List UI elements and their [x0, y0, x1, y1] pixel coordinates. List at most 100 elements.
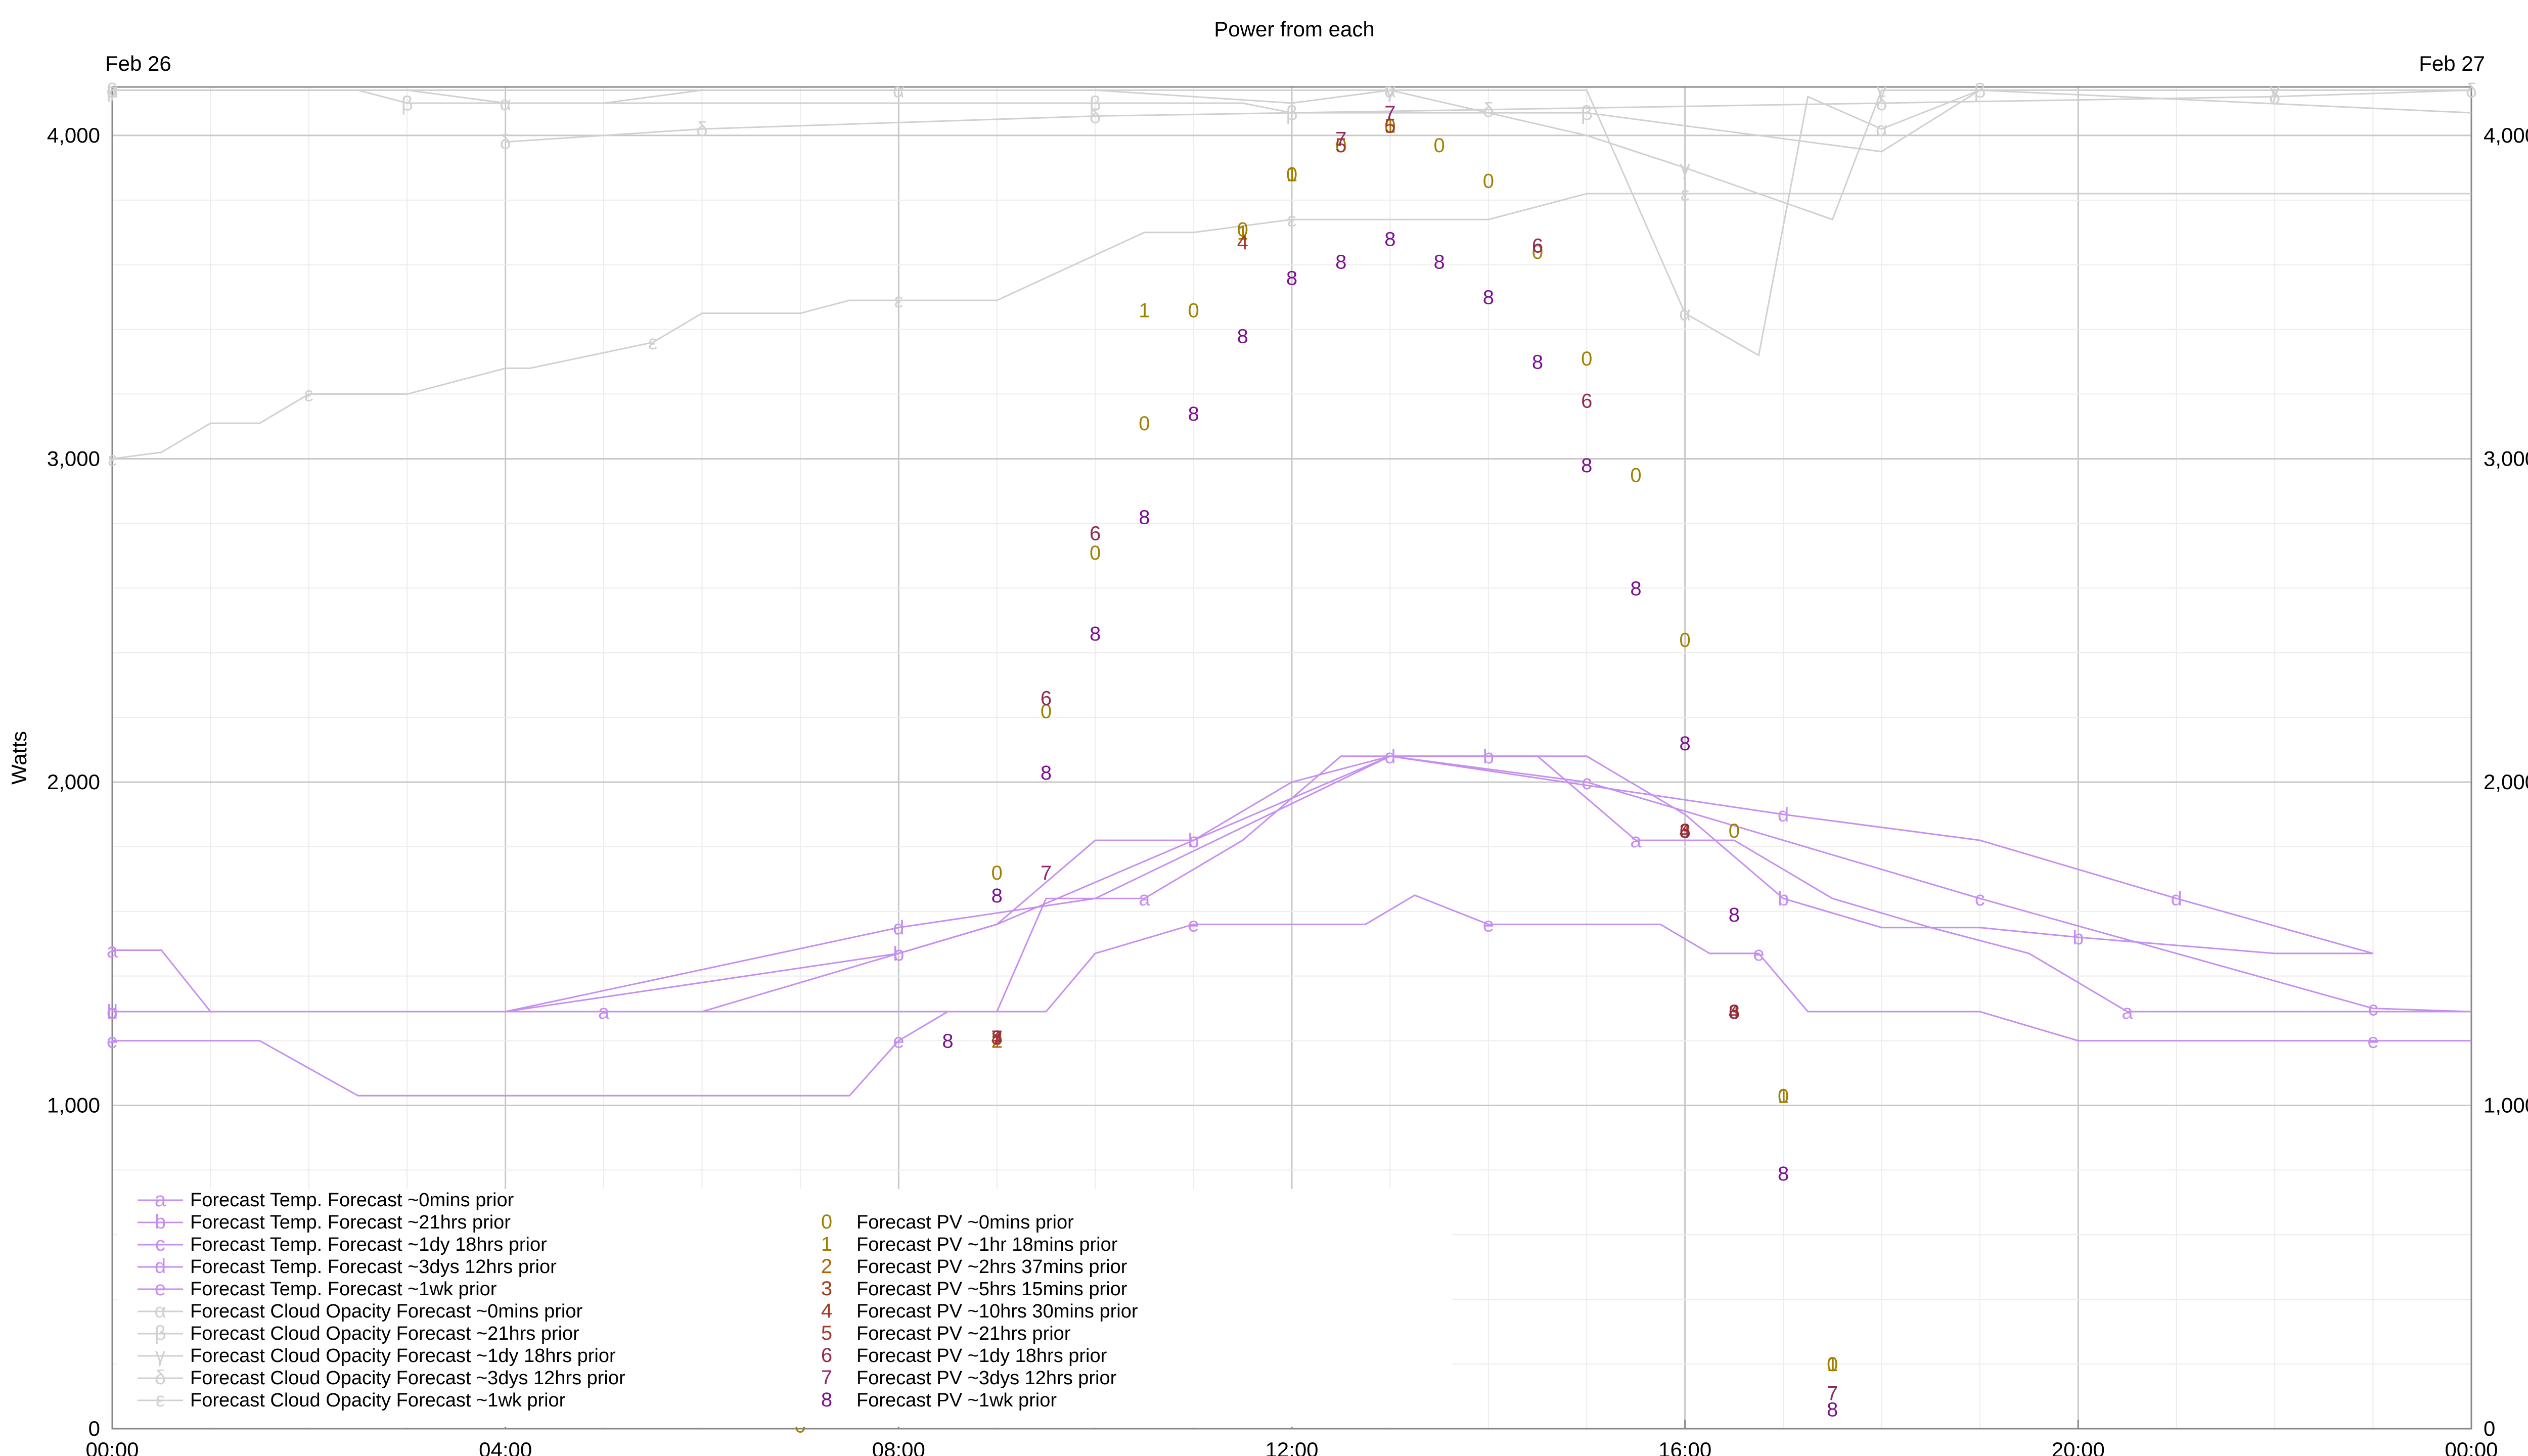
y-tick-label-right: 3,000 [2484, 446, 2528, 470]
legend-marker: b [155, 1211, 166, 1233]
y-tick-label-left: 0 [88, 1417, 100, 1440]
series-point-marker: 1 [1827, 1353, 1838, 1376]
legend-background [117, 1189, 1452, 1427]
legend-marker: 7 [821, 1367, 832, 1389]
series-line [505, 89, 2472, 143]
date-label-left: Feb 26 [105, 52, 171, 75]
series-point-marker: 0 [1778, 1085, 1789, 1107]
series-point-marker: 8 [1139, 507, 1150, 529]
legend-label: Forecast PV ~3dys 12hrs prior [856, 1368, 1117, 1389]
series-point-marker: 0 [1237, 218, 1248, 241]
series-point-marker: 6 [1581, 390, 1592, 412]
series-point-marker: 8 [1483, 287, 1494, 309]
series-point-marker: 4 [1680, 820, 1691, 842]
legend-label: Forecast PV ~2hrs 37mins prior [856, 1256, 1127, 1278]
series-point-marker: β [1581, 102, 1593, 124]
legend-item: 3 Forecast PV ~5hrs 15mins prior [821, 1278, 1127, 1300]
series-point-marker: e [2367, 1030, 2378, 1053]
series-point-marker: 3 [1680, 820, 1691, 842]
series-point-marker: 8 [1041, 762, 1052, 784]
series-point-marker: 0 [991, 862, 1003, 884]
series-point-marker: 8 [1581, 454, 1592, 477]
series-line [112, 755, 2472, 1013]
y-tick-label-right: 4,000 [2484, 123, 2528, 147]
series-point-marker: 2 [991, 1030, 1003, 1053]
series-point-marker: ε [1287, 209, 1296, 231]
series-point-marker: d [893, 917, 904, 939]
series-point-marker: 6 [1090, 523, 1101, 545]
legend-item: 8 Forecast PV ~1wk prior [821, 1389, 1057, 1411]
series-point-marker: 0 [1581, 348, 1592, 370]
legend-marker: 1 [821, 1233, 832, 1255]
x-tick-label: 16:00 [1658, 1438, 1711, 1456]
series-point-marker: 7 [1827, 1383, 1838, 1405]
series-point-marker: 8 [1532, 351, 1543, 374]
series-point-marker: 8 [1729, 904, 1740, 926]
legend-marker: 2 [821, 1255, 832, 1278]
legend-item: 5 Forecast PV ~21hrs prior [821, 1322, 1071, 1344]
series-point-marker: γ [1680, 157, 1690, 179]
legend-item: 6 Forecast PV ~1dy 18hrs prior [821, 1344, 1107, 1367]
series-line [112, 89, 2471, 357]
series-point-marker: 0 [1041, 700, 1052, 722]
series-line [112, 755, 2373, 1013]
legend-item: e Forecast Temp. Forecast ~1wk prior [138, 1278, 497, 1300]
legend-label: Forecast PV ~5hrs 15mins prior [856, 1279, 1127, 1300]
legend-marker: ε [156, 1389, 165, 1411]
legend-label: Forecast Cloud Opacity Forecast ~21hrs p… [190, 1323, 579, 1344]
legend-marker: d [155, 1255, 166, 1278]
series-point-marker: 0 [1090, 542, 1101, 564]
legend-label: Forecast Cloud Opacity Forecast ~1dy 18h… [190, 1345, 616, 1367]
series-line [112, 89, 2472, 153]
series-point-marker: 1 [1286, 164, 1297, 186]
series-point-marker: β [1090, 93, 1101, 115]
series-point-marker: 0 [1827, 1353, 1838, 1376]
series-point-marker: 3 [1729, 1001, 1740, 1023]
series-point-marker: 0 [1188, 299, 1199, 322]
legend-label: Forecast PV ~0mins prior [856, 1212, 1074, 1233]
series-point-marker: a [1139, 888, 1150, 910]
y-tick-label-left: 1,000 [47, 1093, 100, 1117]
y-tick-label-right: 2,000 [2484, 770, 2528, 794]
legend-label: Forecast Temp. Forecast ~3dys 12hrs prio… [190, 1256, 557, 1278]
x-tick-label: 12:00 [1265, 1438, 1318, 1456]
series-point-marker: 0 [1384, 115, 1395, 138]
series-point-marker: γ [107, 79, 117, 102]
series-point-marker: 8 [942, 1030, 953, 1053]
y-tick-label-right: 0 [2484, 1417, 2495, 1440]
series-point-marker: ε [304, 384, 313, 406]
series-point-marker: 6 [1680, 820, 1691, 842]
date-label-right: Feb 27 [2419, 52, 2485, 75]
axes-layer: 00:00 04:00 08:00 12:00 16:00 20:00 00:000 01,0… [47, 123, 2528, 1456]
series-point-marker: β [401, 93, 413, 115]
y-tick-label-left: 3,000 [47, 446, 100, 470]
legend-label: Forecast PV ~1hr 18mins prior [856, 1234, 1118, 1255]
series-point-marker: 1 [1384, 115, 1395, 138]
legend-label: Forecast PV ~10hrs 30mins prior [856, 1301, 1138, 1322]
series-4: d d d d d [107, 746, 2373, 1023]
y-tick-label-left: 2,000 [47, 770, 100, 794]
series-point-marker: α [1876, 118, 1887, 141]
x-tick-label: 20:00 [2052, 1438, 2105, 1456]
legend-marker: δ [155, 1367, 166, 1389]
series-point-marker: δ [1090, 106, 1101, 128]
series-point-marker: γ [1385, 79, 1395, 102]
legend-label: Forecast Cloud Opacity Forecast ~1wk pri… [190, 1390, 566, 1411]
series-point-marker: 1 [1139, 299, 1150, 322]
legend-item: β Forecast Cloud Opacity Forecast ~21hrs … [138, 1322, 579, 1344]
legend-marker: β [154, 1322, 166, 1344]
series-point-marker: 3 [991, 1027, 1003, 1049]
legend-item: 7 Forecast PV ~3dys 12hrs prior [821, 1367, 1117, 1389]
series-point-marker: 7 [1041, 862, 1052, 884]
y-axis-label-left: Watts [7, 731, 31, 785]
series-point-marker: 0 [1532, 241, 1543, 263]
series-point-marker: δ [2466, 79, 2477, 102]
series-point-marker: b [1778, 888, 1789, 910]
series-point-marker: δ [2269, 86, 2280, 108]
series-point-marker: 7 [1335, 128, 1346, 150]
series-point-marker: 0 [1335, 134, 1346, 157]
x-tick-label: 08:00 [872, 1438, 925, 1456]
legend-item: ε Forecast Cloud Opacity Forecast ~1wk pr… [138, 1389, 566, 1411]
series-17: 6 6 6 6 6 6 [1041, 235, 1740, 1023]
